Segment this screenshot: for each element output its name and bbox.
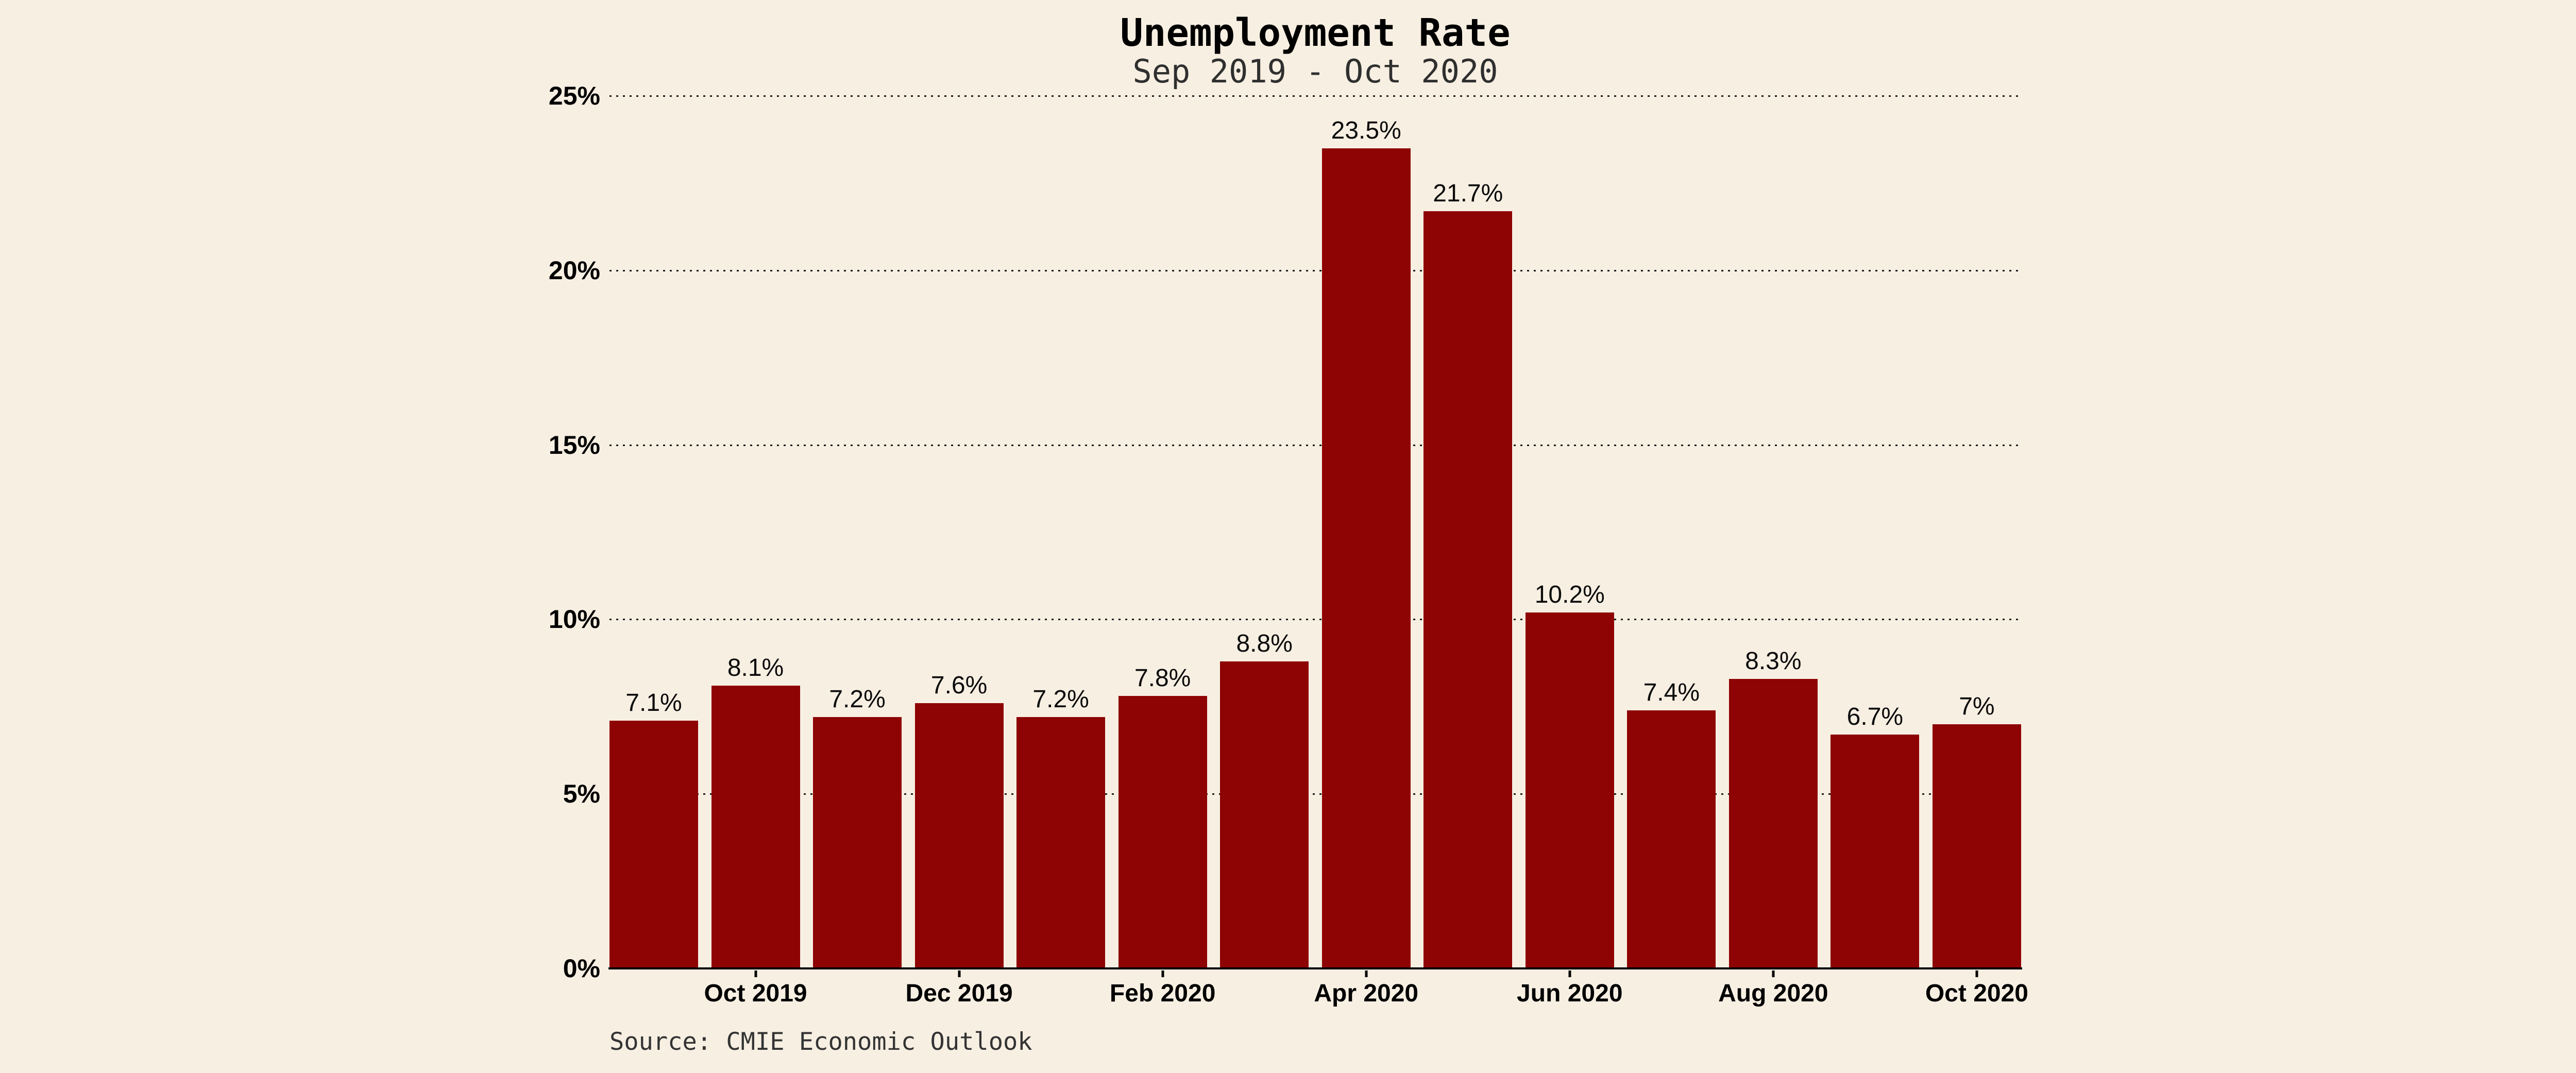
y-axis-label: 0% [563, 954, 600, 983]
bar-mar-2020: 8.8% [1220, 630, 1309, 968]
chart-title: Unemployment Rate [1120, 11, 1511, 55]
x-tick-label: Aug 2020 [1718, 980, 1828, 1007]
gridline-25pct [609, 95, 2021, 97]
bar-jun-2020: 10.2% Jun 2020 [1517, 581, 1622, 1007]
x-tick [1568, 970, 1571, 977]
x-tick-label: Feb 2020 [1109, 980, 1216, 1007]
bar-value-label: 8.1% [727, 654, 784, 682]
x-tick-label: Apr 2020 [1314, 980, 1419, 1007]
bar-value-label: 8.3% [1745, 647, 1802, 675]
bar-value-label: 7.1% [625, 689, 682, 717]
x-tick [958, 970, 961, 977]
x-tick [1161, 970, 1164, 977]
bar-value-label: 6.7% [1846, 703, 1904, 731]
plot-area: 7.1% 8.1% Oct 2019 7.2% 7.6% Dec 2019 7.2% 7.8%… [608, 95, 2028, 1007]
y-axis-label: 15% [548, 430, 600, 459]
bar-apr-2020: 23.5% Apr 2020 [1314, 117, 1418, 1007]
bar-value-label: 7% [1959, 692, 1995, 720]
bar-aug-2020: 8.3% Aug 2020 [1718, 648, 1828, 1007]
gridline-20pct [609, 269, 2021, 271]
bar-value-label: 7.4% [1643, 678, 1700, 706]
y-axis-label: 20% [548, 256, 600, 285]
bars-container: 7.1% 8.1% Oct 2019 7.2% 7.6% Dec 2019 7.2% 7.8%… [609, 96, 2028, 1007]
x-tick [754, 970, 757, 977]
y-axis-label: 5% [563, 779, 600, 809]
x-tick [1365, 970, 1368, 977]
bar-oct-2020: 7% Oct 2020 [1925, 693, 2028, 1007]
bar-value-label: 7.2% [829, 686, 886, 713]
bar-nov-2019: 7.2% [813, 686, 902, 968]
chart-subtitle: Sep 2019 - Oct 2020 [1132, 53, 1498, 90]
x-tick-label: Jun 2020 [1517, 980, 1623, 1007]
source-note: Source: CMIE Economic Outlook [609, 1028, 1032, 1056]
y-axis-label: 10% [548, 605, 600, 634]
bar-value-label: 7.8% [1134, 665, 1191, 692]
bar-sep-2019: 7.1% [609, 689, 698, 968]
bar-jul-2020: 7.4% [1627, 679, 1716, 968]
gridline-10pct [609, 619, 2021, 621]
gridline-5pct [609, 793, 2021, 795]
bar-jan-2020: 7.2% [1016, 686, 1106, 968]
bar-feb-2020: 7.8% Feb 2020 [1110, 665, 1215, 1007]
x-tick [1772, 970, 1775, 977]
x-tick-label: Dec 2019 [905, 980, 1013, 1007]
bar-dec-2019: 7.6% Dec 2019 [906, 672, 1013, 1007]
bar-value-label: 8.8% [1236, 629, 1293, 657]
x-tick [1975, 970, 1978, 977]
y-axis-label: 25% [548, 81, 600, 110]
bar-sep-2020: 6.7% [1831, 704, 1920, 968]
bar-value-label: 10.2% [1534, 581, 1605, 608]
bar-oct-2019: 8.1% Oct 2019 [704, 655, 807, 1007]
bar-value-label: 7.6% [930, 672, 988, 700]
bar-value-label: 21.7% [1433, 179, 1503, 207]
x-tick-label: Oct 2019 [704, 980, 807, 1007]
x-tick-label: Oct 2020 [1925, 980, 2028, 1007]
x-axis-line [608, 967, 2022, 969]
bar-value-label: 7.2% [1032, 686, 1089, 713]
gridline-15pct [609, 444, 2021, 446]
bar-value-label: 23.5% [1331, 116, 1401, 144]
bar-may-2020: 21.7% [1423, 180, 1513, 968]
